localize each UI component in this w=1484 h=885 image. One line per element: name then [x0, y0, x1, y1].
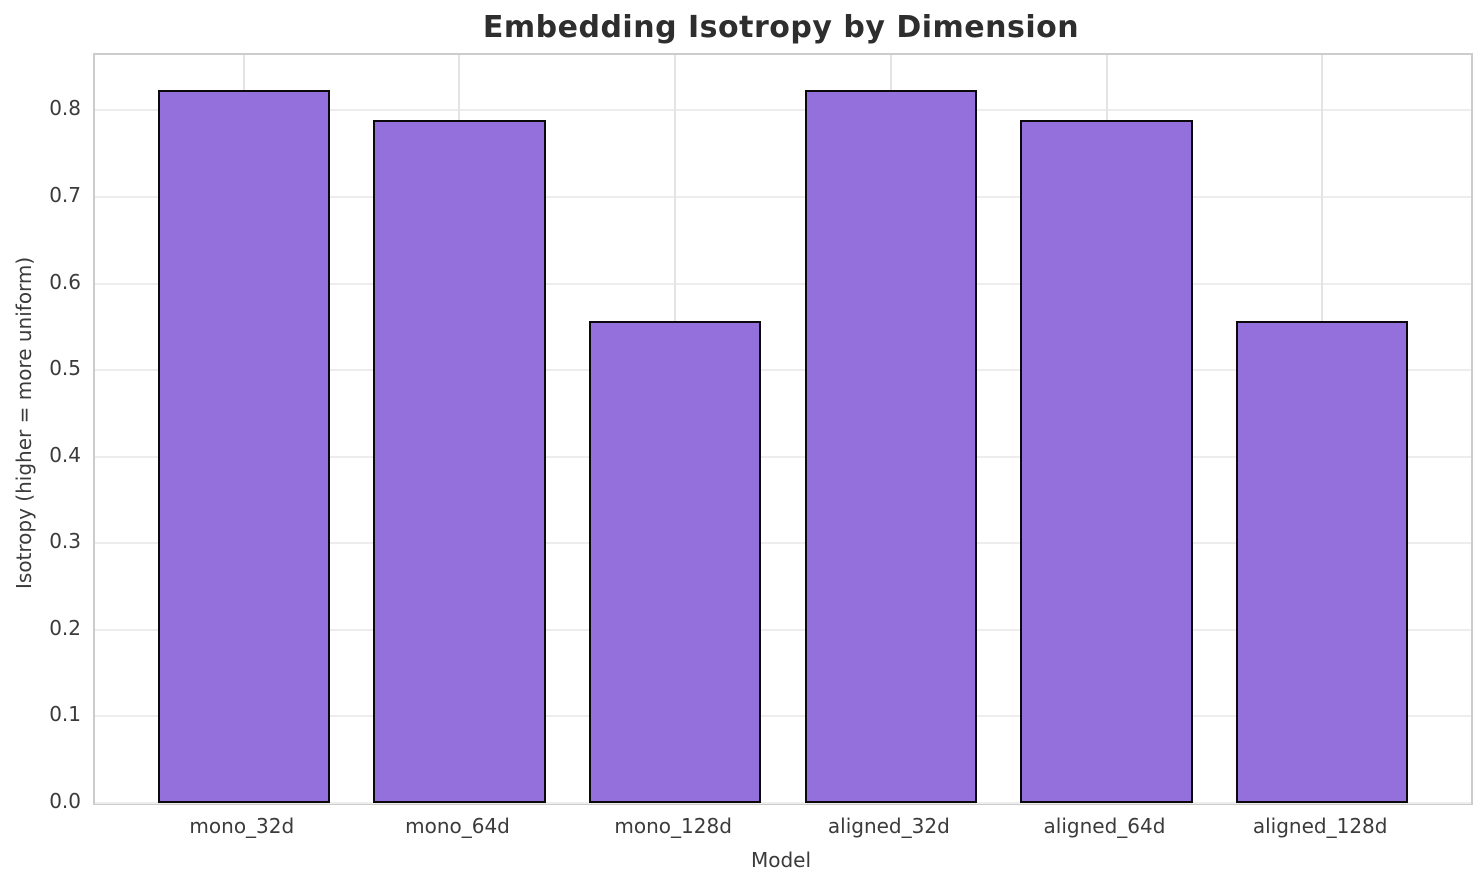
plot-area — [93, 53, 1473, 805]
bar-aligned_128d — [1235, 320, 1409, 803]
bar-mono_32d — [157, 90, 331, 803]
h-gridline — [95, 628, 1471, 631]
y-tick-label: 0.3 — [49, 529, 81, 554]
x-tick-label: aligned_64d — [1043, 814, 1166, 838]
y-tick-label: 0.1 — [49, 702, 81, 727]
y-tick-label: 0.4 — [49, 442, 81, 467]
h-gridline — [95, 715, 1471, 718]
bar-aligned_64d — [1020, 119, 1193, 803]
x-tick-label: mono_64d — [405, 814, 510, 838]
h-gridline — [95, 455, 1471, 458]
bar-aligned_32d — [804, 90, 978, 803]
bar-mono_64d — [373, 119, 546, 803]
h-gridline — [95, 282, 1471, 285]
bar-mono_128d — [588, 320, 762, 803]
x-tick-label: aligned_32d — [827, 814, 950, 838]
x-tick-label: aligned_128d — [1252, 814, 1388, 838]
chart-title: Embedding Isotropy by Dimension — [482, 10, 1080, 45]
y-tick-label: 0.5 — [49, 356, 81, 381]
h-gridline — [95, 109, 1471, 112]
y-tick-label: 0.8 — [49, 96, 81, 121]
h-gridline — [95, 369, 1471, 372]
y-tick-label: 0.2 — [49, 615, 81, 640]
h-gridline — [95, 195, 1471, 198]
h-gridline — [95, 802, 1471, 804]
h-gridline — [95, 542, 1471, 545]
x-tick-label: mono_128d — [614, 814, 732, 838]
y-tick-label: 0.7 — [49, 182, 81, 207]
y-tick-label: 0.0 — [49, 789, 81, 813]
y-tick-label: 0.6 — [49, 269, 81, 294]
x-axis-label: Model — [750, 848, 812, 872]
x-tick-label: mono_32d — [189, 814, 295, 838]
